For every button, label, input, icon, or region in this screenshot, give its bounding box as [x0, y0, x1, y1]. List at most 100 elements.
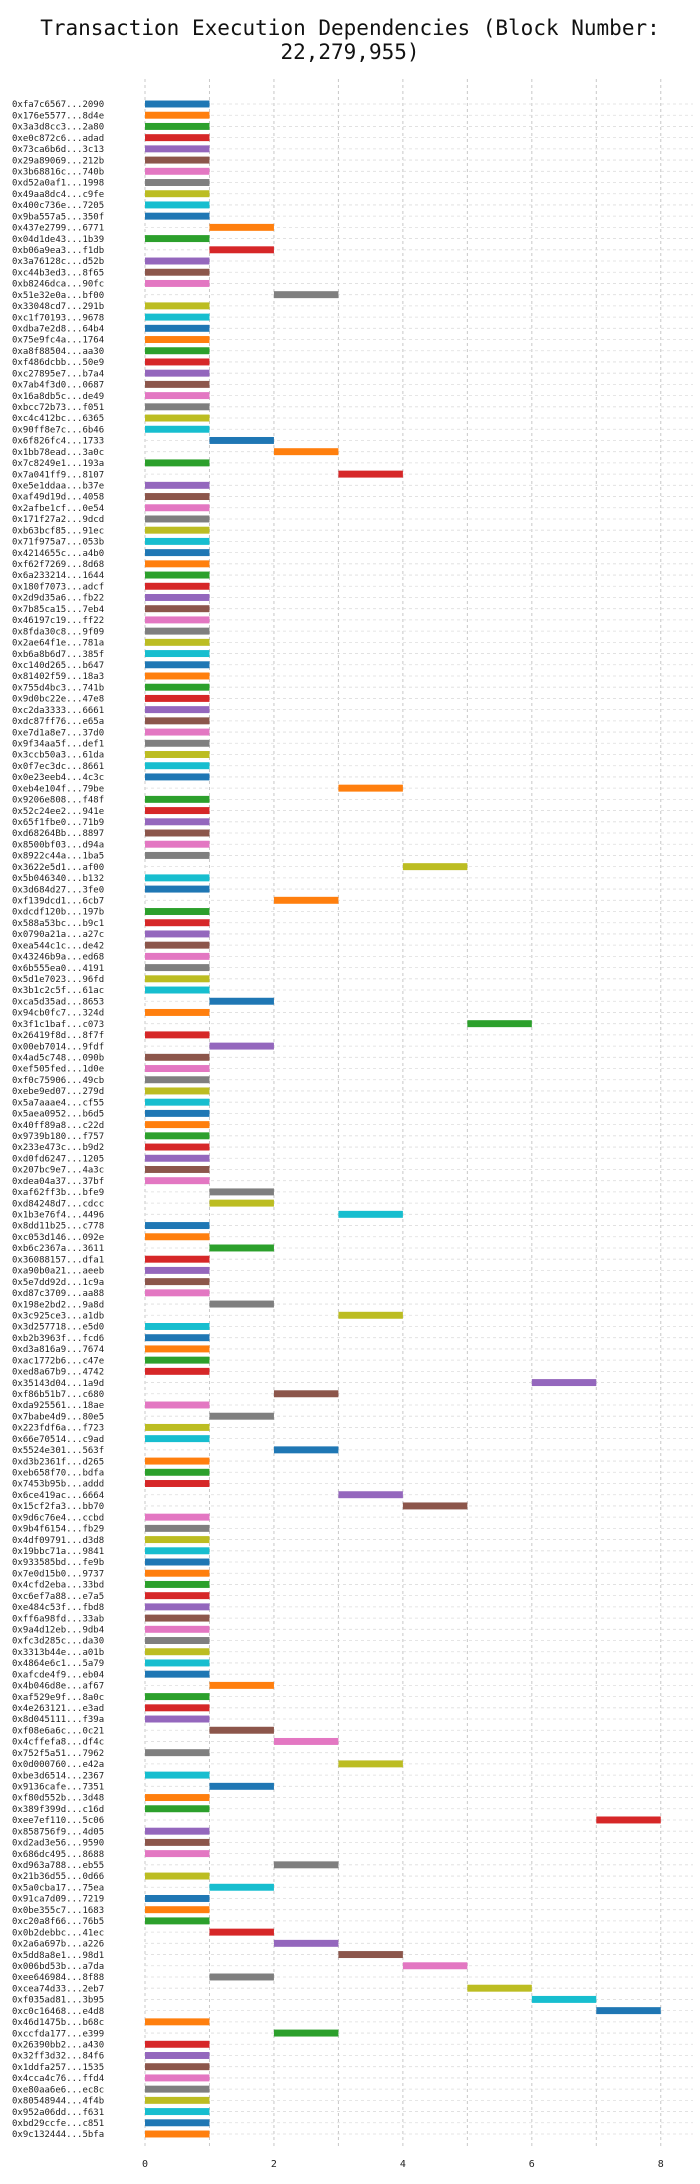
transaction-bar — [209, 1188, 274, 1196]
transaction-bar — [209, 246, 274, 254]
transaction-label: 0xccfda177...e399 — [12, 2029, 104, 2039]
transaction-bar — [145, 1838, 210, 1846]
transaction-bar — [145, 975, 210, 983]
transaction-bar — [209, 1681, 274, 1689]
transaction-label: 0x75e9fc4a...1764 — [12, 336, 104, 346]
transaction-bar — [145, 481, 210, 489]
transaction-bar — [145, 1715, 210, 1723]
transaction-bar — [209, 1928, 274, 1936]
transaction-label: 0x437e2799...6771 — [12, 224, 104, 234]
transaction-bar — [145, 1614, 210, 1622]
transaction-bar — [145, 1098, 210, 1106]
transaction-bar — [145, 403, 210, 411]
transaction-label: 0x752f5a51...7962 — [12, 1749, 104, 1759]
transaction-label: 0x0f7ec3dc...8661 — [12, 762, 104, 772]
transaction-label: 0x3f1c1baf...c073 — [12, 1020, 104, 1030]
transaction-label: 0x0e23eeb4...4c3c — [12, 773, 104, 783]
transaction-bar — [596, 1816, 661, 1824]
transaction-bar — [145, 515, 210, 523]
transaction-label: 0x952a06dd...f631 — [12, 2108, 104, 2118]
transaction-bar — [145, 1794, 210, 1802]
transaction-label: 0x0b2debbc...41ec — [12, 1928, 104, 1938]
x-tick-label: 6 — [529, 2159, 535, 2170]
transaction-bar — [273, 1390, 339, 1398]
transaction-label: 0xa8f88504...aa30 — [12, 347, 104, 357]
transaction-bar — [145, 425, 210, 433]
transaction-label: 0x3ccb50a3...61da — [12, 751, 104, 761]
transaction-bar — [145, 134, 210, 142]
transaction-label: 0xe484c53f...fbd8 — [12, 1603, 104, 1613]
transaction-bar — [145, 1031, 210, 1039]
transaction-label: 0x9a4d12eb...9db4 — [12, 1626, 104, 1636]
transaction-label: 0xe7d1a8e7...37d0 — [12, 728, 104, 738]
transaction-bar — [145, 1603, 210, 1611]
transaction-bar — [209, 1412, 274, 1420]
transaction-bar — [145, 380, 210, 388]
transaction-label: 0x207bc9e7...4a3c — [12, 1166, 104, 1176]
transaction-bar — [145, 829, 210, 837]
transaction-bar — [145, 1401, 210, 1409]
transaction-label: 0xdcdf120b...197b — [12, 908, 104, 918]
transaction-label: 0x6f826fc4...1733 — [12, 437, 104, 447]
transaction-label: 0xd52a0af1...1998 — [12, 179, 104, 189]
transaction-label: 0xf86b51b7...c680 — [12, 1390, 104, 1400]
transaction-label: 0x7babe4d9...80e5 — [12, 1412, 104, 1422]
transaction-label: 0x3d257718...e5d0 — [12, 1323, 104, 1333]
transaction-label: 0x686dc495...8688 — [12, 1850, 104, 1860]
transaction-label: 0xb63bcf85...91ec — [12, 526, 104, 536]
transaction-bar — [145, 1278, 210, 1286]
transaction-bar — [145, 2130, 210, 2138]
transaction-bar — [209, 1300, 274, 1308]
transaction-bar — [145, 908, 210, 915]
transaction-bar — [145, 145, 210, 153]
transaction-bar — [145, 807, 210, 815]
transaction-label: 0x51e32e0a...bf00 — [12, 291, 104, 301]
transaction-bar — [145, 1894, 210, 1902]
transaction-label: 0x35143d04...1a9d — [12, 1379, 104, 1389]
transaction-label: 0x49aa8dc4...c9fe — [12, 190, 104, 200]
transaction-label: 0xb06a9ea3...f1db — [12, 246, 104, 256]
transaction-label: 0xdba7e2d8...64b4 — [12, 325, 104, 335]
transaction-bar — [145, 179, 210, 186]
x-tick-label: 4 — [400, 2159, 406, 2170]
transaction-label: 0xea544c1c...de42 — [12, 941, 104, 951]
transaction-label: 0x3c925ce3...a1db — [12, 1311, 104, 1321]
transaction-bar — [145, 818, 210, 826]
transaction-bar — [145, 2096, 210, 2104]
transaction-bar — [209, 223, 274, 231]
transaction-label: 0xd963a788...eb55 — [12, 1861, 104, 1871]
transaction-label: 0xf80d552b...3d48 — [12, 1794, 104, 1804]
transaction-label: 0x2a6a697b...a226 — [12, 1940, 104, 1950]
transaction-bar — [145, 717, 210, 725]
transaction-label: 0x19bbc71a...9841 — [12, 1547, 104, 1557]
transaction-label: 0x5d1e7023...96fd — [12, 975, 104, 985]
transaction-bar — [209, 1042, 274, 1050]
transaction-bar — [145, 1053, 210, 1061]
transaction-label: 0x4e263121...e3ad — [12, 1704, 104, 1714]
transaction-label: 0xe80aa6e6...ec8c — [12, 2085, 104, 2095]
transaction-label: 0x5b046340...b132 — [12, 874, 104, 884]
transaction-bar — [209, 1883, 274, 1891]
transaction-bar — [145, 100, 210, 108]
transaction-label: 0xbcc72b73...f051 — [12, 403, 104, 413]
transaction-label: 0xdc87ff76...e65a — [12, 717, 104, 727]
transaction-label: 0x198e2bd2...9a8d — [12, 1300, 104, 1310]
transaction-label: 0x52c24ee2...941e — [12, 807, 104, 817]
transaction-label: 0x00eb7014...9fdf — [12, 1042, 104, 1052]
transaction-label: 0x8922c44a...1ba5 — [12, 852, 104, 862]
transaction-bar — [145, 851, 210, 859]
transaction-bar — [145, 1659, 210, 1667]
transaction-bar — [145, 1771, 210, 1779]
transaction-label: 0xc6ef7a88...e7a5 — [12, 1592, 104, 1602]
transaction-label: 0x933585bd...fe9b — [12, 1558, 104, 1568]
transaction-bar — [145, 2085, 210, 2093]
transaction-label: 0x66e70514...c9ad — [12, 1435, 104, 1445]
transaction-label: 0x755d4bc3...741b — [12, 683, 104, 693]
transaction-bar — [145, 661, 210, 669]
transaction-label: 0x4cffefa8...df4c — [12, 1738, 104, 1748]
transaction-bar — [145, 1334, 210, 1342]
transaction-bar — [145, 638, 210, 646]
transaction-bar — [273, 291, 339, 299]
transaction-label: 0x1b3e76f4...4496 — [12, 1211, 104, 1221]
